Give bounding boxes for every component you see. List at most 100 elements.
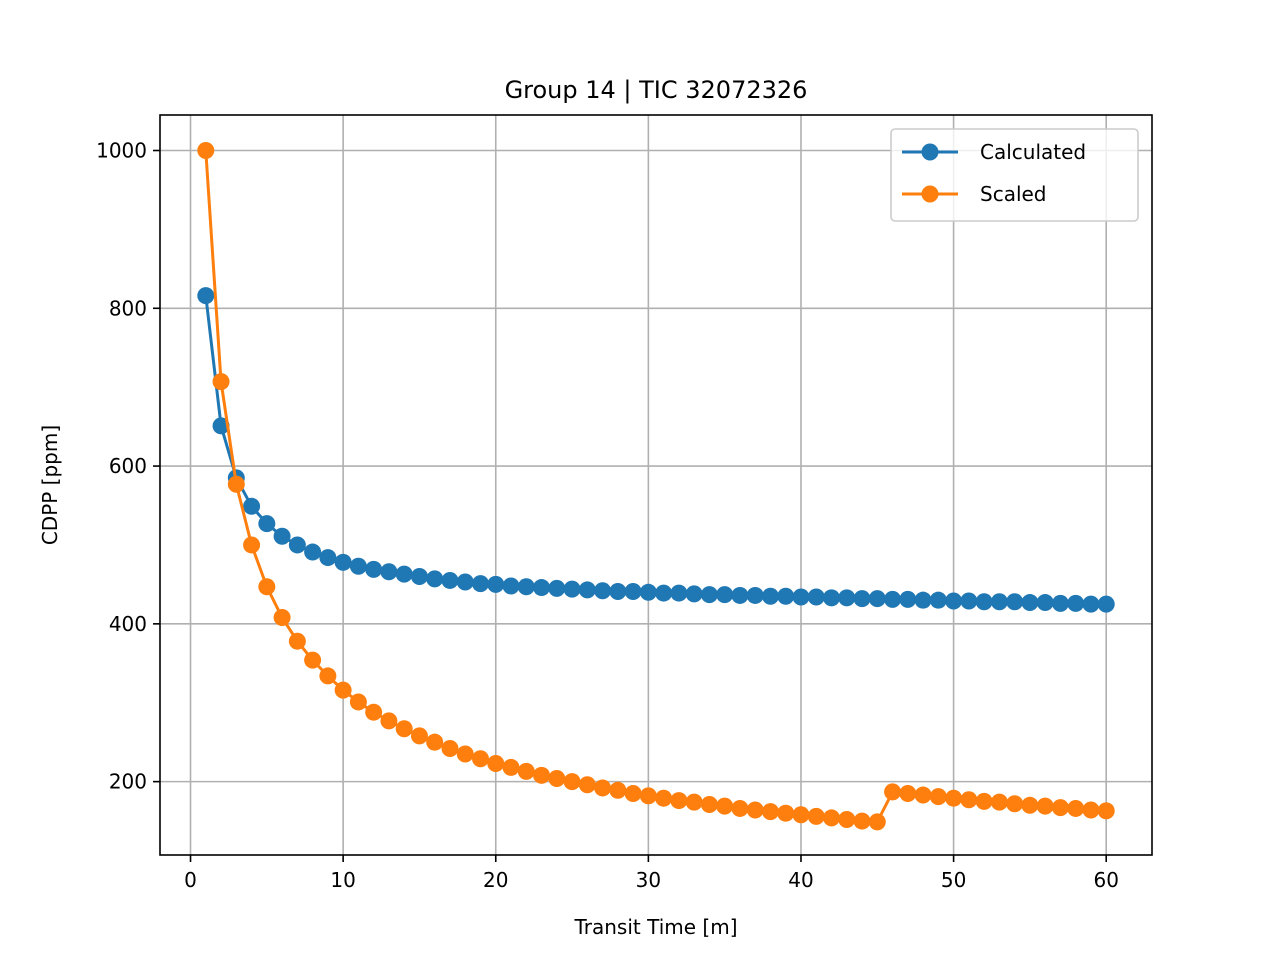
data-point — [410, 568, 428, 586]
data-point — [792, 588, 810, 606]
data-point — [273, 527, 291, 545]
data-point — [868, 590, 886, 608]
data-point — [563, 580, 581, 598]
data-point — [578, 776, 596, 794]
data-point — [1097, 802, 1115, 820]
data-point — [212, 417, 230, 435]
data-point — [487, 754, 505, 772]
data-point — [639, 787, 657, 805]
data-point — [1082, 801, 1100, 819]
data-point — [517, 762, 535, 780]
y-tick-label: 800 — [109, 296, 147, 320]
y-tick-label: 200 — [109, 770, 147, 794]
data-point — [838, 810, 856, 828]
data-point — [990, 793, 1008, 811]
data-point — [304, 543, 322, 561]
data-point — [746, 801, 764, 819]
legend-label: Scaled — [980, 182, 1047, 206]
data-point — [1021, 796, 1039, 814]
x-tick-label: 20 — [483, 868, 508, 892]
data-point — [365, 703, 383, 721]
data-point — [884, 783, 902, 801]
legend: Calculated Scaled — [890, 128, 1139, 222]
plot-frame — [159, 114, 1153, 856]
data-point — [487, 575, 505, 593]
data-point — [502, 758, 520, 776]
data-point — [471, 575, 489, 593]
data-point — [395, 565, 413, 583]
series-scaled — [197, 142, 1115, 831]
data-point — [975, 593, 993, 611]
plot-series — [197, 142, 1115, 831]
data-point — [212, 373, 230, 391]
data-point — [426, 570, 444, 588]
legend-marker — [921, 143, 939, 161]
data-point — [731, 799, 749, 817]
legend-marker — [921, 185, 939, 203]
data-point — [929, 788, 947, 806]
x-tick-label: 30 — [636, 868, 661, 892]
data-point — [700, 586, 718, 604]
data-point — [243, 497, 261, 515]
data-point — [319, 667, 337, 685]
data-point — [914, 786, 932, 804]
data-point — [395, 720, 413, 738]
data-point — [258, 578, 276, 596]
data-point — [761, 803, 779, 821]
data-point — [594, 582, 612, 600]
data-point — [1036, 594, 1054, 612]
x-tick-label: 40 — [788, 868, 813, 892]
data-point — [1051, 799, 1069, 817]
data-point — [441, 739, 459, 757]
data-point — [227, 475, 245, 493]
data-point — [777, 587, 795, 605]
data-point — [197, 142, 215, 160]
data-point — [853, 590, 871, 608]
data-point — [685, 793, 703, 811]
data-point — [929, 591, 947, 609]
data-point — [1006, 593, 1024, 611]
data-point — [639, 583, 657, 601]
data-point — [609, 583, 627, 601]
x-axis-label: Transit Time [m] — [574, 915, 738, 939]
legend-label: Calculated — [980, 140, 1086, 164]
y-tick-label: 400 — [109, 612, 147, 636]
data-point — [746, 586, 764, 604]
data-point — [899, 590, 917, 608]
legend-item-scaled: Scaled — [902, 182, 1047, 206]
data-point — [655, 789, 673, 807]
data-point — [426, 733, 444, 751]
data-point — [380, 563, 398, 581]
data-point — [380, 712, 398, 730]
y-axis-label: CDPP [ppm] — [38, 425, 62, 545]
data-point — [609, 781, 627, 799]
data-point — [807, 807, 825, 825]
axis-ticks: 0 10 20 30 40 50 60 200 400 600 800 1000 — [96, 139, 1119, 892]
data-point — [517, 578, 535, 596]
data-point — [563, 773, 581, 791]
data-point — [731, 586, 749, 604]
legend-item-calculated: Calculated — [902, 140, 1086, 164]
data-point — [670, 584, 688, 602]
data-point — [334, 681, 352, 699]
data-point — [700, 796, 718, 814]
data-point — [365, 560, 383, 578]
data-point — [456, 573, 474, 591]
grid — [160, 115, 1152, 855]
data-point — [807, 588, 825, 606]
data-point — [456, 745, 474, 763]
chart-title: Group 14 | TIC 32072326 — [505, 76, 808, 104]
data-point — [578, 581, 596, 599]
data-point — [304, 651, 322, 669]
data-point — [823, 589, 841, 607]
data-point — [288, 536, 306, 554]
data-point — [502, 577, 520, 595]
data-point — [685, 585, 703, 603]
data-point — [914, 591, 932, 609]
x-tick-label: 50 — [941, 868, 966, 892]
data-point — [1097, 595, 1115, 613]
y-tick-label: 600 — [109, 454, 147, 478]
data-point — [655, 584, 673, 602]
data-point — [349, 693, 367, 711]
data-point — [838, 589, 856, 607]
